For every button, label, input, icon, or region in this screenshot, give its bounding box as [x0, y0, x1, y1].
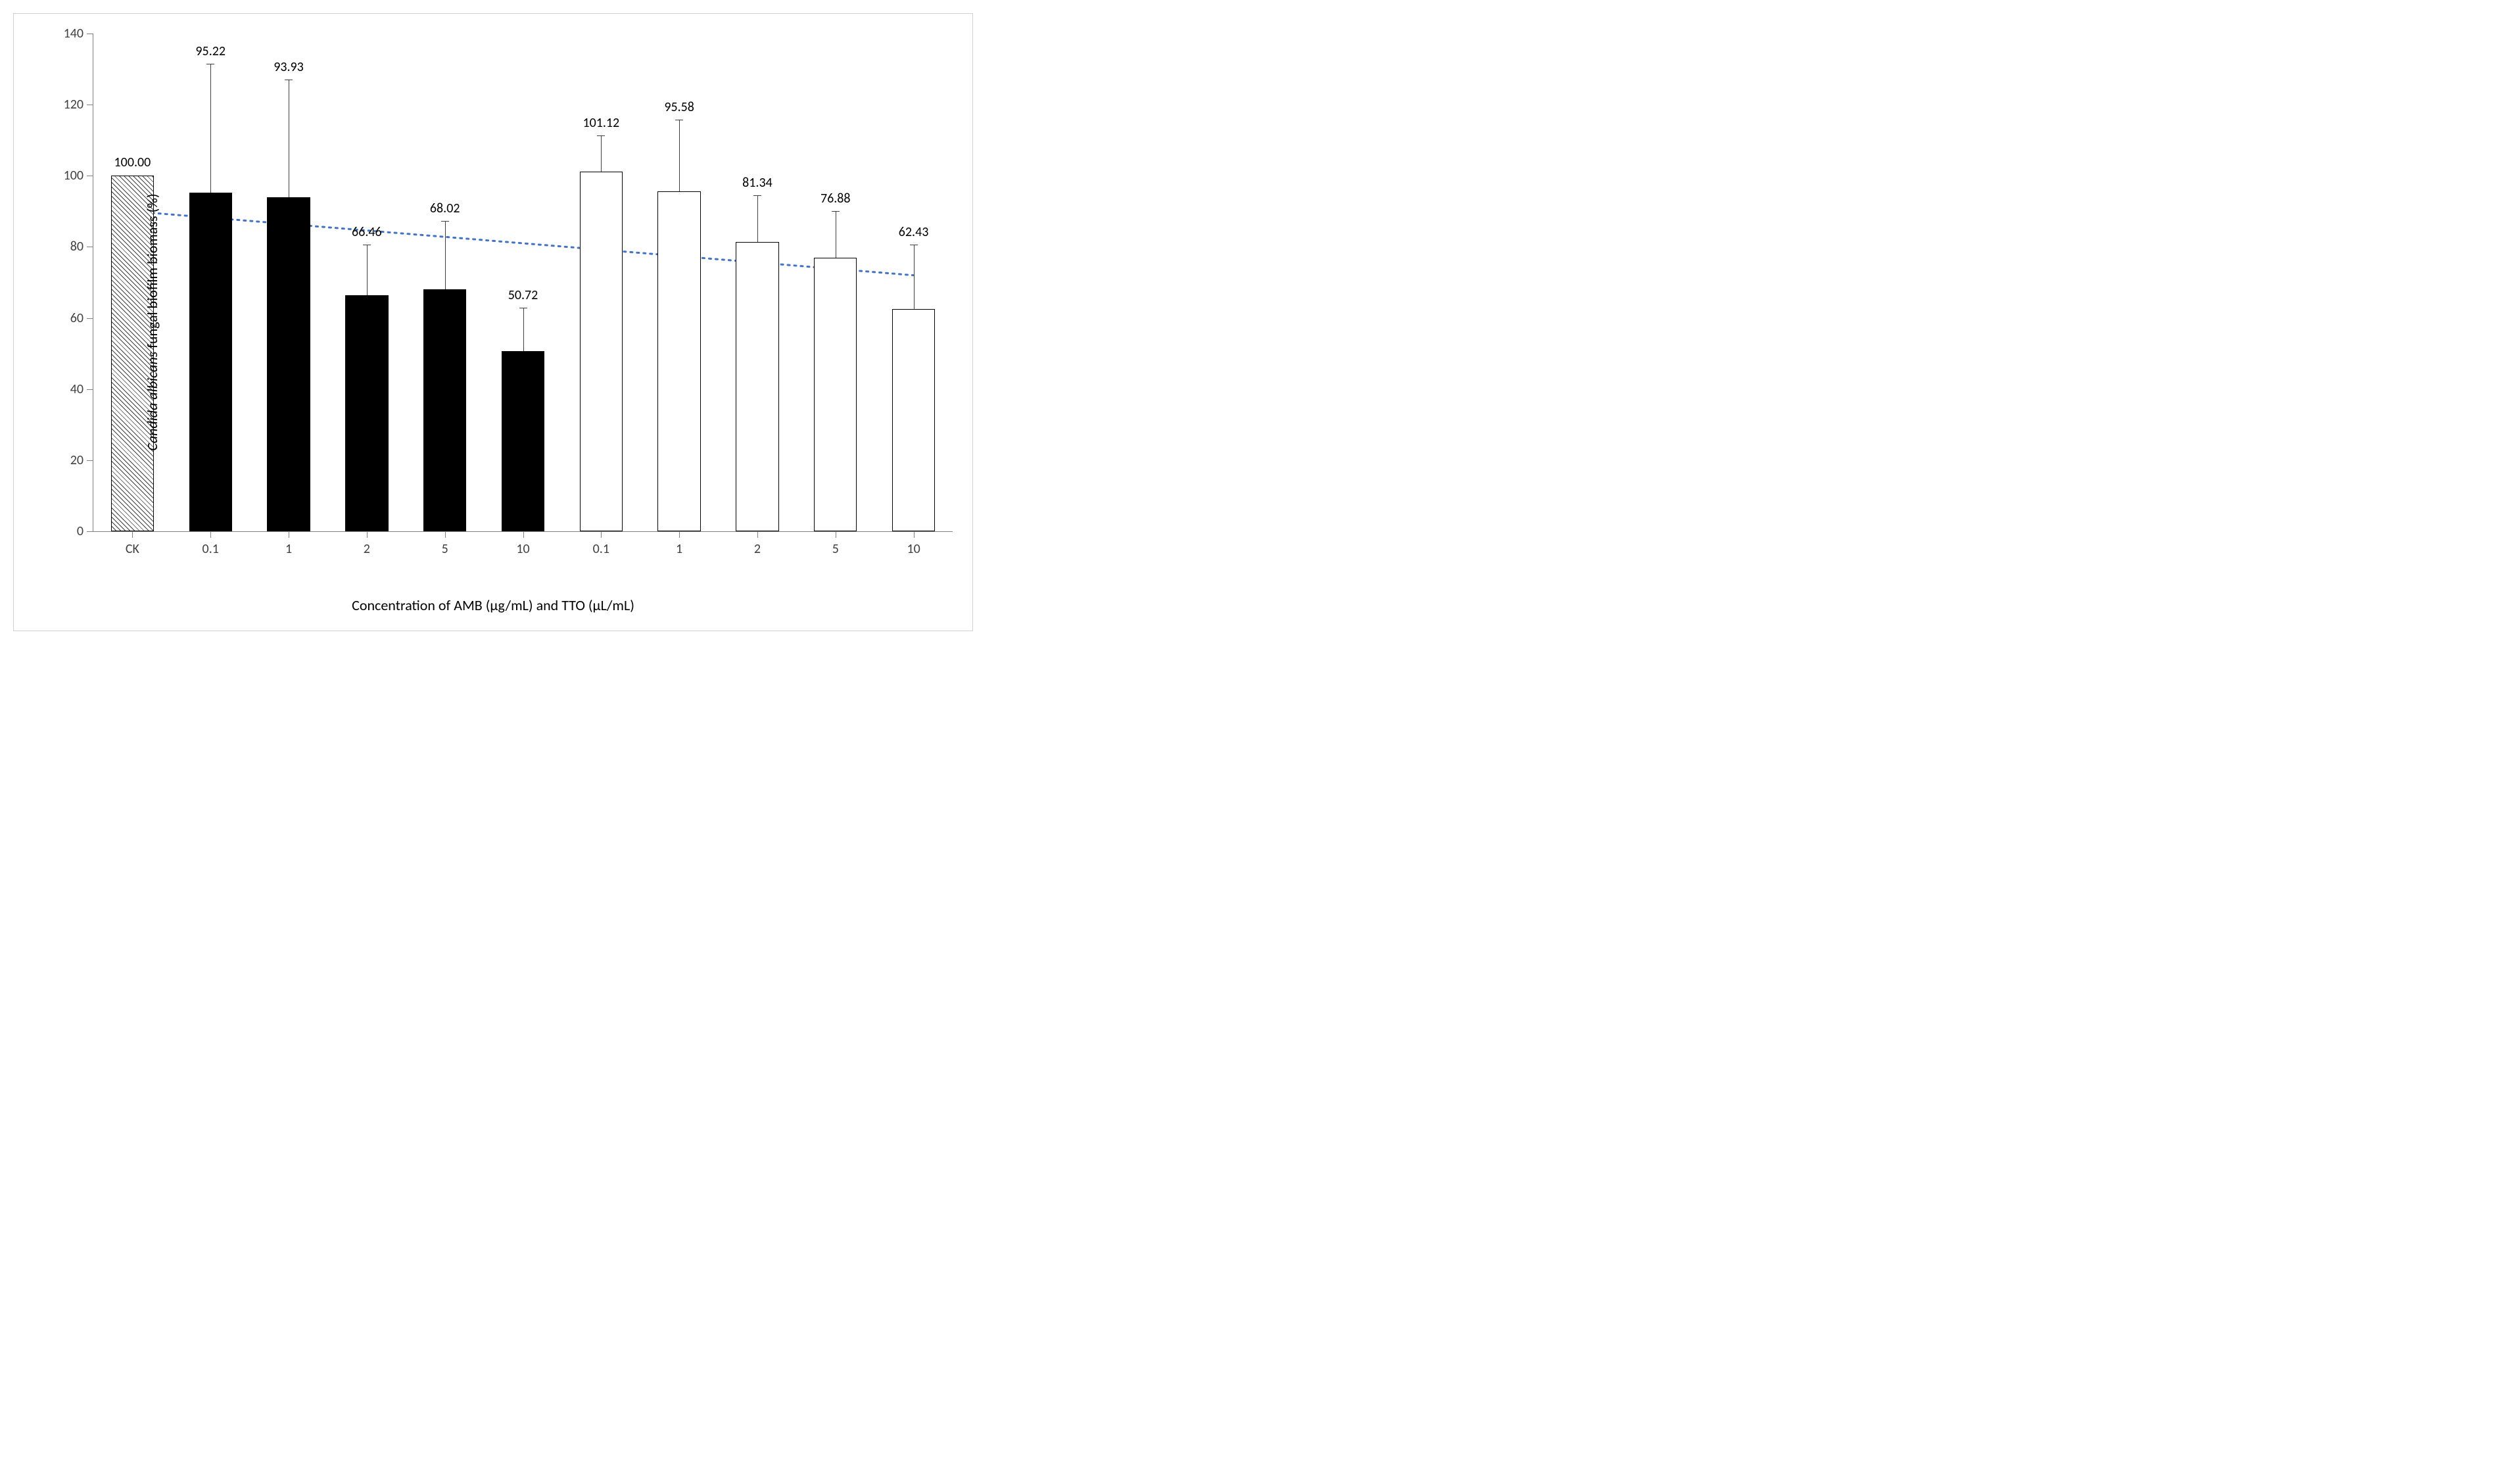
bar-value-label: 50.72 — [508, 287, 538, 303]
x-tick — [601, 531, 602, 538]
error-bar — [523, 308, 524, 351]
y-axis-label: Candida albicans fungal biofilm biomass … — [143, 193, 161, 450]
bar-value-label: 68.02 — [430, 201, 460, 216]
x-tick — [914, 531, 915, 538]
error-cap — [441, 221, 449, 222]
error-cap — [832, 211, 840, 212]
x-tick — [445, 531, 446, 538]
y-tick-label: 80 — [70, 239, 83, 254]
bar-value-label: 101.12 — [582, 115, 619, 131]
bar — [892, 309, 935, 531]
bar — [423, 289, 466, 531]
error-cap — [597, 135, 605, 136]
y-tick-label: 20 — [70, 452, 83, 468]
bar-value-label: 95.58 — [664, 99, 694, 115]
x-tick — [210, 531, 211, 538]
x-tick — [679, 531, 680, 538]
y-tick-label: 60 — [70, 310, 83, 326]
x-tick-label: 0.1 — [202, 541, 219, 557]
bar — [736, 242, 778, 531]
error-bar — [679, 120, 680, 191]
bar-value-label: 76.88 — [820, 191, 851, 206]
bar — [189, 193, 232, 531]
bar-value-label: 100.00 — [114, 155, 151, 170]
x-tick-label: 2 — [364, 541, 370, 557]
bar — [580, 172, 623, 531]
y-tick-label: 120 — [64, 97, 83, 112]
error-bar — [445, 222, 446, 289]
x-tick-label: 5 — [442, 541, 448, 557]
chart-container: 0 20 40 60 80 100 120 140 CK 100.00 0.1 95.22 1 93.93… — [13, 13, 973, 631]
x-tick-label: 1 — [676, 541, 682, 557]
bar-value-label: 81.34 — [742, 175, 773, 191]
y-tick — [87, 460, 93, 461]
x-tick — [132, 531, 133, 538]
x-tick-label: 10 — [516, 541, 529, 557]
y-tick-label: 40 — [70, 381, 83, 397]
bar — [502, 351, 544, 531]
plot-area: 020406080100120140CK100.000.195.22193.93… — [93, 34, 953, 532]
bar — [267, 197, 310, 531]
error-bar — [757, 196, 758, 242]
x-axis-label: Concentration of AMB (μg/mL) and TTO (μL… — [352, 596, 634, 614]
error-bar — [210, 64, 211, 193]
x-tick-label: 2 — [754, 541, 761, 557]
bar — [657, 191, 700, 531]
y-tick — [87, 389, 93, 390]
bar-value-label: 66.46 — [352, 224, 382, 240]
x-tick-label: 1 — [285, 541, 292, 557]
bar — [814, 258, 857, 531]
error-bar — [367, 245, 368, 295]
bar-value-label: 95.22 — [195, 43, 226, 59]
y-tick-label: 140 — [64, 26, 83, 41]
bar — [345, 295, 388, 531]
x-tick — [523, 531, 524, 538]
y-tick-label: 100 — [64, 168, 83, 183]
error-cap — [753, 195, 761, 196]
x-tick — [757, 531, 758, 538]
y-tick — [87, 531, 93, 532]
y-tick-label: 0 — [77, 523, 83, 539]
x-tick-label: CK — [126, 541, 139, 557]
bar-value-label: 93.93 — [273, 59, 304, 75]
y-tick — [87, 318, 93, 319]
bar-value-label: 62.43 — [899, 224, 929, 240]
x-tick-label: 5 — [832, 541, 839, 557]
x-tick — [367, 531, 368, 538]
error-bar — [914, 245, 915, 309]
error-bar — [601, 136, 602, 172]
x-tick-label: 0.1 — [593, 541, 609, 557]
x-tick-label: 10 — [907, 541, 920, 557]
